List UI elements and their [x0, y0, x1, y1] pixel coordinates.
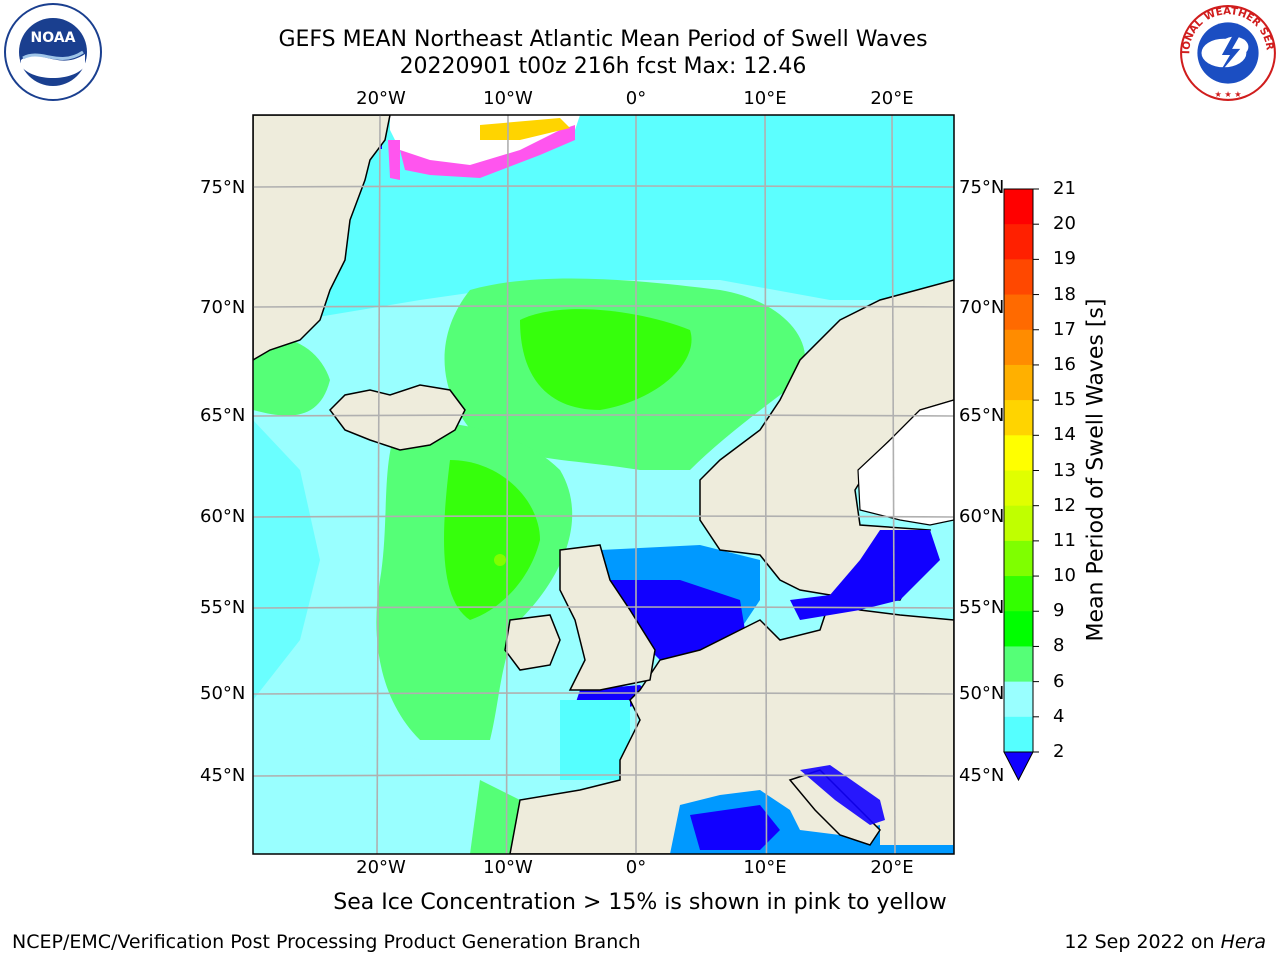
colorbar-tick-label: 9 — [1053, 600, 1065, 622]
nws-logo: NATIONAL WEATHER SERVICE ★ ★ ★ — [1177, 2, 1277, 102]
colorbar-extend-triangle — [1003, 751, 1034, 782]
map-frame — [252, 114, 955, 855]
colorbar-tick-label: 10 — [1053, 565, 1076, 587]
colorbar-tick-label: 2 — [1053, 741, 1065, 762]
great-britain-land — [559, 544, 656, 691]
lon-label-bottom-10w: 10°W — [483, 857, 533, 878]
colorbar-tick-label: 19 — [1053, 248, 1076, 270]
chart-subtitle: 20220901 t00z 216h fcst Max: 12.46 — [399, 54, 807, 79]
colorbar — [1003, 188, 1039, 782]
sea-ice-pink — [400, 125, 575, 178]
footer-date: 12 Sep 2022 on Hera — [1064, 931, 1266, 953]
colorbar-tick-label: 17 — [1053, 318, 1076, 340]
lon-label-bottom-20w: 20°W — [356, 857, 406, 878]
svg-text:NOAA: NOAA — [31, 30, 76, 46]
baltic-sea — [790, 530, 940, 620]
colorbar-tick-label: 15 — [1053, 389, 1076, 411]
meridian-line — [376, 114, 381, 855]
colorbar-band — [1004, 329, 1033, 366]
colorbar-band — [1004, 435, 1033, 471]
colorbar-band — [1004, 646, 1033, 683]
parallel-line — [252, 606, 955, 609]
footer-date-text: 12 Sep 2022 on — [1064, 931, 1221, 953]
svg-text:★ ★ ★: ★ ★ ★ — [1214, 89, 1241, 99]
colorbar-tick-label: 21 — [1053, 178, 1076, 199]
lon-label-bottom-20e: 20°E — [870, 857, 914, 878]
footer-host: Hera — [1220, 931, 1266, 953]
lat-label-right-65n: 65°N — [959, 405, 1005, 426]
parallel-line — [252, 515, 955, 518]
lon-label-top-10e: 10°E — [743, 88, 787, 109]
lon-label-top-20w: 20°W — [356, 88, 406, 109]
meridian-line — [891, 114, 896, 855]
colorbar-band — [1004, 294, 1033, 331]
footer-credit: NCEP/EMC/Verification Post Processing Pr… — [12, 931, 641, 953]
colorbar-tick-label: 20 — [1053, 213, 1076, 235]
lon-label-top-0: 0° — [625, 88, 647, 109]
colorbar-band — [1004, 681, 1033, 718]
colorbar-band — [1004, 540, 1033, 577]
colorbar-tick-label: 4 — [1053, 705, 1065, 727]
colorbar-tick-label: 16 — [1053, 353, 1076, 375]
ireland-land — [504, 614, 561, 671]
lat-label-left-65n: 65°N — [200, 405, 246, 426]
colorbar-tick-label: 18 — [1053, 283, 1076, 305]
lat-label-left-60n: 60°N — [200, 506, 246, 527]
lat-label-right-50n: 50°N — [959, 683, 1005, 704]
parallel-line — [252, 774, 955, 777]
colorbar-tick-label: 8 — [1053, 635, 1065, 657]
lat-label-right-70n: 70°N — [959, 297, 1005, 318]
parallel-line — [252, 185, 955, 188]
colorbar-tick-label: 13 — [1053, 459, 1076, 481]
lat-label-right-75n: 75°N — [959, 177, 1005, 198]
colorbar-band — [1004, 364, 1033, 401]
lat-label-right-45n: 45°N — [959, 765, 1005, 786]
iceland-land — [329, 384, 466, 451]
colorbar-band — [1004, 470, 1033, 507]
parallel-line — [252, 414, 955, 417]
lon-label-top-20e: 20°E — [870, 88, 914, 109]
colorbar-band — [1004, 224, 1033, 260]
lat-label-left-55n: 55°N — [200, 597, 246, 618]
noaa-logo: NOAA — [4, 3, 102, 101]
colorbar-tick-label: 14 — [1053, 424, 1076, 446]
map-gridlines — [252, 114, 955, 855]
lat-label-left-75n: 75°N — [200, 177, 246, 198]
lon-label-bottom-0: 0° — [625, 857, 647, 878]
lat-label-right-60n: 60°N — [959, 506, 1005, 527]
colorbar-band — [1004, 189, 1033, 225]
meridian-line — [505, 114, 509, 855]
lat-label-left-70n: 70°N — [200, 297, 246, 318]
colorbar-band — [1004, 576, 1033, 612]
lon-label-bottom-10e: 10°E — [743, 857, 787, 878]
meridian-line — [764, 114, 768, 855]
parallel-line — [252, 692, 955, 695]
greenland-land — [253, 115, 391, 361]
colorbar-band — [1004, 505, 1033, 542]
colorbar-band — [1004, 716, 1033, 753]
sea-ice-note: Sea Ice Concentration > 15% is shown in … — [333, 890, 947, 915]
lon-label-top-10w: 10°W — [483, 88, 533, 109]
lat-label-right-55n: 55°N — [959, 597, 1005, 618]
parallel-line — [252, 305, 955, 308]
colorbar-tick-label: 11 — [1053, 529, 1076, 551]
lat-label-left-50n: 50°N — [200, 683, 246, 704]
colorbar-band — [1004, 400, 1033, 436]
colorbar-tick-label: 12 — [1053, 494, 1076, 516]
colorbar-tick-label: 6 — [1053, 670, 1065, 692]
chart-title: GEFS MEAN Northeast Atlantic Mean Period… — [278, 27, 928, 52]
lat-label-left-45n: 45°N — [200, 765, 246, 786]
colorbar-band — [1004, 259, 1033, 296]
gulf-of-bothnia-ice-free — [857, 399, 954, 526]
colorbar-band — [1004, 611, 1033, 647]
